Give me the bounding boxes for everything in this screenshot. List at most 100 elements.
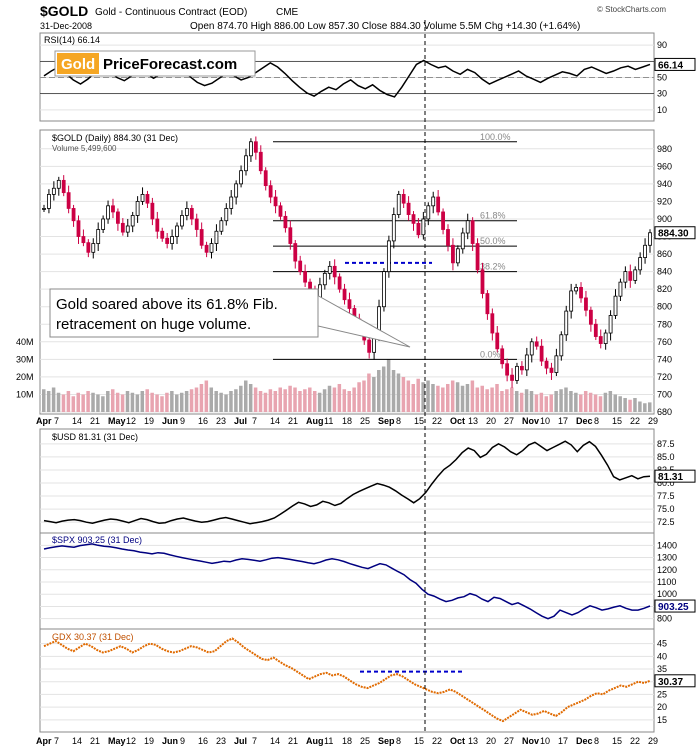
x-tick-label: 7 bbox=[54, 736, 59, 746]
header-symbol: $GOLD bbox=[40, 3, 88, 19]
volume-bar bbox=[175, 394, 179, 412]
annotation-line-2: retracement on huge volume. bbox=[56, 316, 251, 333]
x-tick-label: 22 bbox=[432, 416, 442, 426]
volume-bar bbox=[608, 391, 613, 412]
rsi-tick-label: 50 bbox=[657, 73, 667, 83]
spx-tick-label: 1100 bbox=[657, 577, 676, 587]
candle-body bbox=[579, 287, 583, 299]
volume-bar bbox=[209, 387, 214, 412]
candle-body bbox=[441, 211, 445, 230]
usd-tick-label: 77.5 bbox=[657, 491, 675, 501]
candle-body bbox=[91, 243, 96, 253]
x-tick-label: Aug bbox=[306, 416, 324, 426]
candle-body bbox=[623, 271, 628, 283]
candle-body bbox=[510, 374, 514, 381]
usd-panel bbox=[39, 428, 655, 534]
candle-body bbox=[460, 232, 465, 250]
candle-body bbox=[273, 196, 278, 207]
volume-bar bbox=[263, 392, 268, 412]
volume-bar bbox=[514, 391, 519, 412]
candle-body bbox=[436, 196, 441, 213]
volume-bar bbox=[446, 384, 450, 412]
candle-body bbox=[81, 236, 86, 244]
price-last-badge bbox=[654, 226, 696, 240]
candle-body bbox=[155, 218, 160, 232]
candle-body bbox=[175, 225, 179, 237]
candle-body bbox=[480, 269, 485, 294]
volume-bar bbox=[342, 389, 347, 412]
candle-body bbox=[584, 297, 588, 311]
price-tick-label: 900 bbox=[657, 214, 672, 224]
x-tick-label: 7 bbox=[252, 736, 257, 746]
x-tick-label: 15 bbox=[414, 416, 424, 426]
volume-bar bbox=[618, 396, 622, 412]
candle-body bbox=[451, 244, 455, 264]
volume-bar bbox=[101, 396, 105, 412]
candle-body bbox=[485, 293, 490, 315]
volume-tick-label: 40M bbox=[16, 337, 34, 347]
price-tick-label: 720 bbox=[657, 372, 672, 382]
x-tick-label: Nov bbox=[522, 416, 539, 426]
volume-bar bbox=[308, 387, 312, 412]
candle-body bbox=[332, 265, 337, 278]
volume-bar bbox=[510, 387, 514, 412]
candle-body bbox=[342, 288, 347, 301]
volume-bar bbox=[534, 394, 539, 412]
candle-body bbox=[229, 196, 234, 209]
volume-bar bbox=[91, 392, 95, 412]
candle-body bbox=[431, 196, 436, 207]
price-tick-label: 780 bbox=[657, 319, 672, 329]
x-tick-label: 8 bbox=[396, 736, 401, 746]
volume-bar bbox=[480, 385, 484, 412]
logo-gold-badge bbox=[57, 53, 99, 74]
volume-bar bbox=[628, 399, 632, 412]
x-tick-label: 29 bbox=[648, 416, 658, 426]
x-tick-label: 29 bbox=[648, 736, 658, 746]
candle-body bbox=[258, 151, 263, 172]
x-tick-label: 14 bbox=[270, 416, 280, 426]
volume-bar bbox=[579, 394, 583, 412]
rsi-tick-label: 90 bbox=[657, 40, 667, 50]
candle-body bbox=[421, 218, 426, 236]
candle-body bbox=[529, 341, 534, 356]
volume-bar bbox=[293, 387, 297, 412]
candle-body bbox=[598, 336, 603, 344]
x-tick-label: 22 bbox=[432, 736, 442, 746]
volume-bar bbox=[564, 387, 568, 412]
x-tick-label: 21 bbox=[90, 736, 100, 746]
candle-body bbox=[145, 193, 150, 204]
rsi-tick-label: 10 bbox=[657, 105, 667, 115]
volume-bar bbox=[426, 380, 430, 412]
header-name: Gold - Continuous Contract (EOD) bbox=[95, 7, 247, 18]
volume-bar bbox=[603, 392, 608, 412]
candle-body bbox=[96, 229, 101, 244]
gdx-title: GDX 30.37 (31 Dec) bbox=[52, 632, 134, 642]
usd-tick-label: 72.5 bbox=[657, 517, 675, 527]
candle-body bbox=[140, 193, 145, 202]
volume-bar bbox=[288, 385, 292, 412]
volume-bar bbox=[135, 394, 140, 412]
header-ohlc: Open 874.70 High 886.00 Low 857.30 Close… bbox=[190, 21, 580, 32]
x-tick-label: Oct bbox=[450, 736, 465, 746]
x-tick-label: May bbox=[108, 736, 126, 746]
x-tick-label: Nov bbox=[522, 736, 539, 746]
x-tick-label: 23 bbox=[216, 736, 226, 746]
candle-body bbox=[298, 260, 303, 273]
volume-bar bbox=[381, 366, 386, 412]
fib-label: 100.0% bbox=[480, 132, 511, 142]
volume-bar bbox=[549, 394, 553, 412]
price-tick-label: 840 bbox=[657, 267, 672, 277]
candle-body bbox=[209, 243, 214, 253]
volume-bar bbox=[490, 387, 494, 412]
candle-body bbox=[475, 243, 480, 271]
candle-body bbox=[347, 299, 352, 309]
volume-bar bbox=[51, 387, 56, 412]
volume-bar bbox=[648, 402, 652, 412]
candle-body bbox=[170, 236, 174, 244]
gdx-tick-label: 35 bbox=[657, 664, 667, 674]
fib-label: 38.2% bbox=[480, 262, 506, 272]
x-tick-label: 16 bbox=[198, 416, 208, 426]
candle-body bbox=[56, 179, 61, 189]
spx-tick-label: 1300 bbox=[657, 553, 677, 563]
volume-bar bbox=[559, 389, 563, 412]
